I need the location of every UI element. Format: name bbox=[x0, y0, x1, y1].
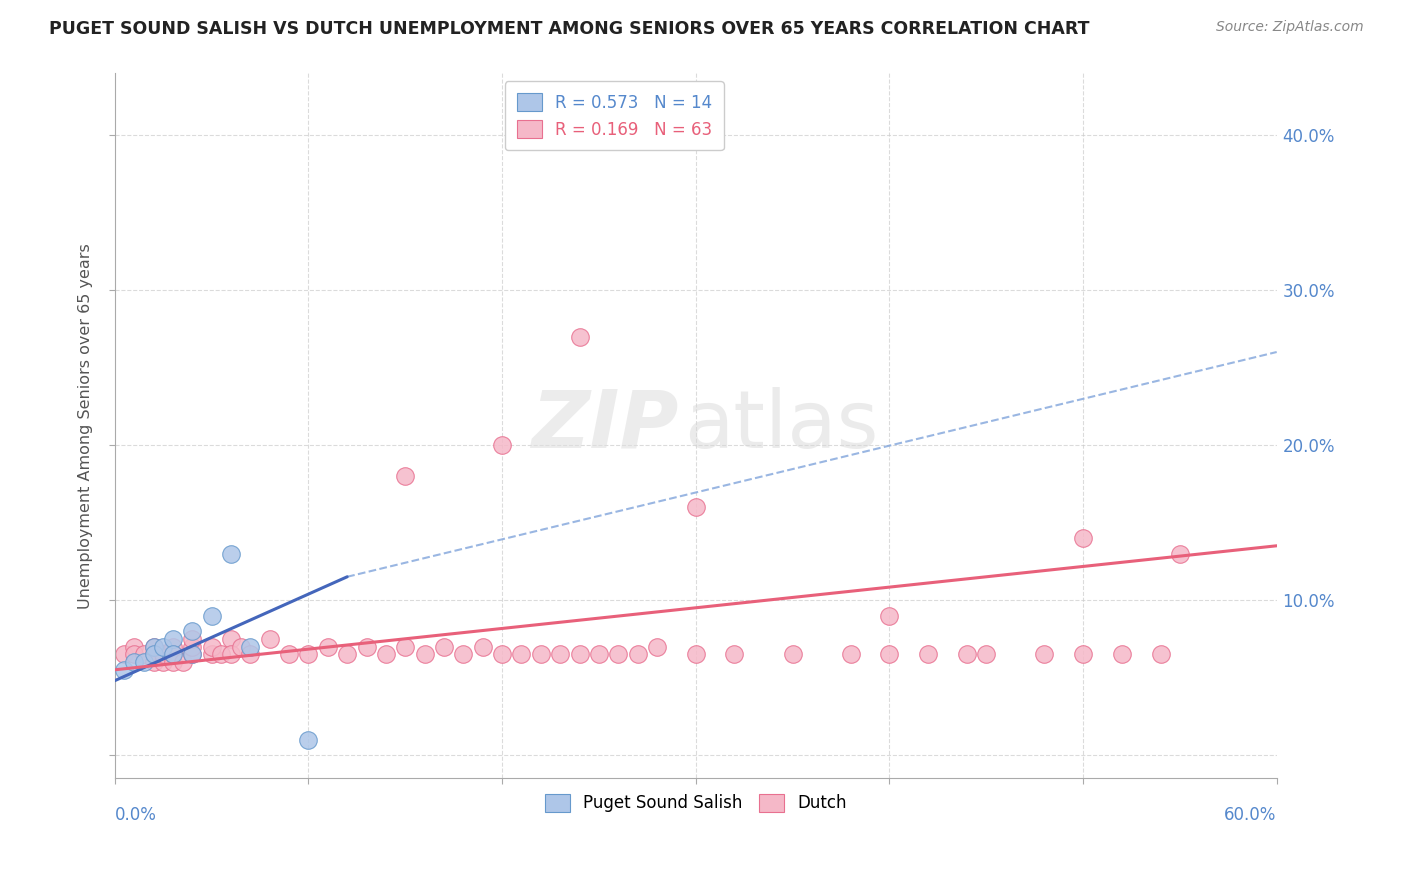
Point bbox=[1071, 648, 1094, 662]
Text: Source: ZipAtlas.com: Source: ZipAtlas.com bbox=[1216, 20, 1364, 34]
Point bbox=[297, 732, 319, 747]
Point bbox=[374, 648, 396, 662]
Point bbox=[879, 648, 901, 662]
Point bbox=[530, 648, 553, 662]
Point bbox=[974, 648, 997, 662]
Point bbox=[132, 655, 155, 669]
Point bbox=[278, 648, 301, 662]
Point bbox=[122, 655, 145, 669]
Point bbox=[607, 648, 630, 662]
Point bbox=[394, 640, 416, 654]
Point bbox=[162, 648, 184, 662]
Point bbox=[181, 648, 204, 662]
Point bbox=[956, 648, 979, 662]
Point bbox=[219, 648, 242, 662]
Point bbox=[917, 648, 939, 662]
Point bbox=[142, 640, 165, 654]
Point bbox=[219, 632, 242, 646]
Point bbox=[491, 648, 513, 662]
Point bbox=[1149, 648, 1171, 662]
Point bbox=[229, 640, 252, 654]
Point bbox=[152, 640, 174, 654]
Point bbox=[568, 329, 591, 343]
Point bbox=[152, 648, 174, 662]
Text: 60.0%: 60.0% bbox=[1225, 806, 1277, 824]
Point bbox=[453, 648, 475, 662]
Point bbox=[568, 648, 591, 662]
Point bbox=[152, 655, 174, 669]
Point bbox=[122, 640, 145, 654]
Point bbox=[723, 648, 745, 662]
Point bbox=[316, 640, 339, 654]
Point bbox=[685, 500, 707, 514]
Point bbox=[782, 648, 804, 662]
Point bbox=[1168, 547, 1191, 561]
Point bbox=[1033, 648, 1056, 662]
Point bbox=[201, 640, 224, 654]
Point bbox=[142, 648, 165, 662]
Point bbox=[122, 648, 145, 662]
Point bbox=[356, 640, 378, 654]
Text: PUGET SOUND SALISH VS DUTCH UNEMPLOYMENT AMONG SENIORS OVER 65 YEARS CORRELATION: PUGET SOUND SALISH VS DUTCH UNEMPLOYMENT… bbox=[49, 20, 1090, 37]
Point bbox=[181, 624, 204, 638]
Point bbox=[219, 547, 242, 561]
Point bbox=[879, 608, 901, 623]
Point bbox=[839, 648, 862, 662]
Point bbox=[142, 640, 165, 654]
Point bbox=[162, 648, 184, 662]
Point bbox=[142, 655, 165, 669]
Point bbox=[162, 655, 184, 669]
Point bbox=[239, 640, 262, 654]
Point bbox=[172, 655, 194, 669]
Point bbox=[114, 663, 136, 677]
Point bbox=[413, 648, 436, 662]
Point bbox=[394, 469, 416, 483]
Point bbox=[645, 640, 668, 654]
Point bbox=[491, 438, 513, 452]
Point bbox=[1071, 531, 1094, 545]
Point bbox=[510, 648, 533, 662]
Point bbox=[297, 648, 319, 662]
Point bbox=[209, 648, 232, 662]
Point bbox=[181, 648, 204, 662]
Y-axis label: Unemployment Among Seniors over 65 years: Unemployment Among Seniors over 65 years bbox=[79, 243, 93, 608]
Point bbox=[1111, 648, 1133, 662]
Point bbox=[685, 648, 707, 662]
Point bbox=[142, 648, 165, 662]
Point bbox=[239, 648, 262, 662]
Point bbox=[201, 608, 224, 623]
Point bbox=[201, 648, 224, 662]
Point bbox=[336, 648, 359, 662]
Point bbox=[259, 632, 281, 646]
Point bbox=[132, 648, 155, 662]
Point bbox=[471, 640, 494, 654]
Point bbox=[181, 632, 204, 646]
Point bbox=[114, 648, 136, 662]
Text: 0.0%: 0.0% bbox=[115, 806, 156, 824]
Point bbox=[433, 640, 456, 654]
Point bbox=[588, 648, 610, 662]
Point bbox=[627, 648, 650, 662]
Point bbox=[162, 632, 184, 646]
Point bbox=[548, 648, 571, 662]
Point bbox=[162, 640, 184, 654]
Text: atlas: atlas bbox=[685, 386, 879, 465]
Legend: Puget Sound Salish, Dutch: Puget Sound Salish, Dutch bbox=[536, 786, 855, 821]
Point bbox=[181, 640, 204, 654]
Text: ZIP: ZIP bbox=[531, 386, 678, 465]
